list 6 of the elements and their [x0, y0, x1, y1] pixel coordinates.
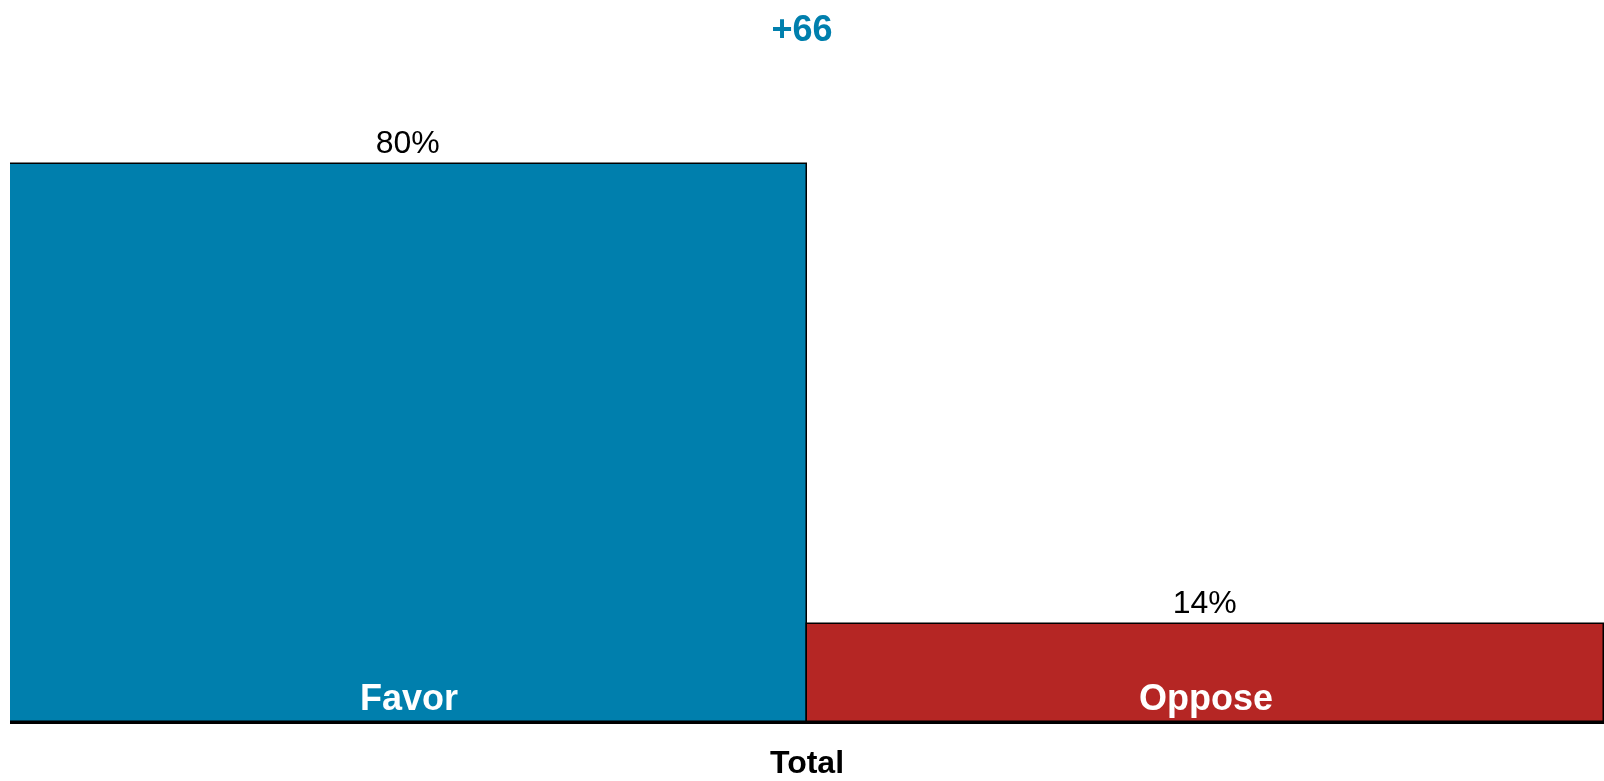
x-axis-title: Total	[769, 744, 845, 781]
data-label: 80%	[375, 124, 440, 161]
data-label: 14%	[1172, 584, 1237, 621]
x-tick-label: Oppose	[1139, 677, 1274, 718]
chart-title: +66	[771, 7, 833, 49]
x-tick-label: Favor	[360, 677, 459, 718]
